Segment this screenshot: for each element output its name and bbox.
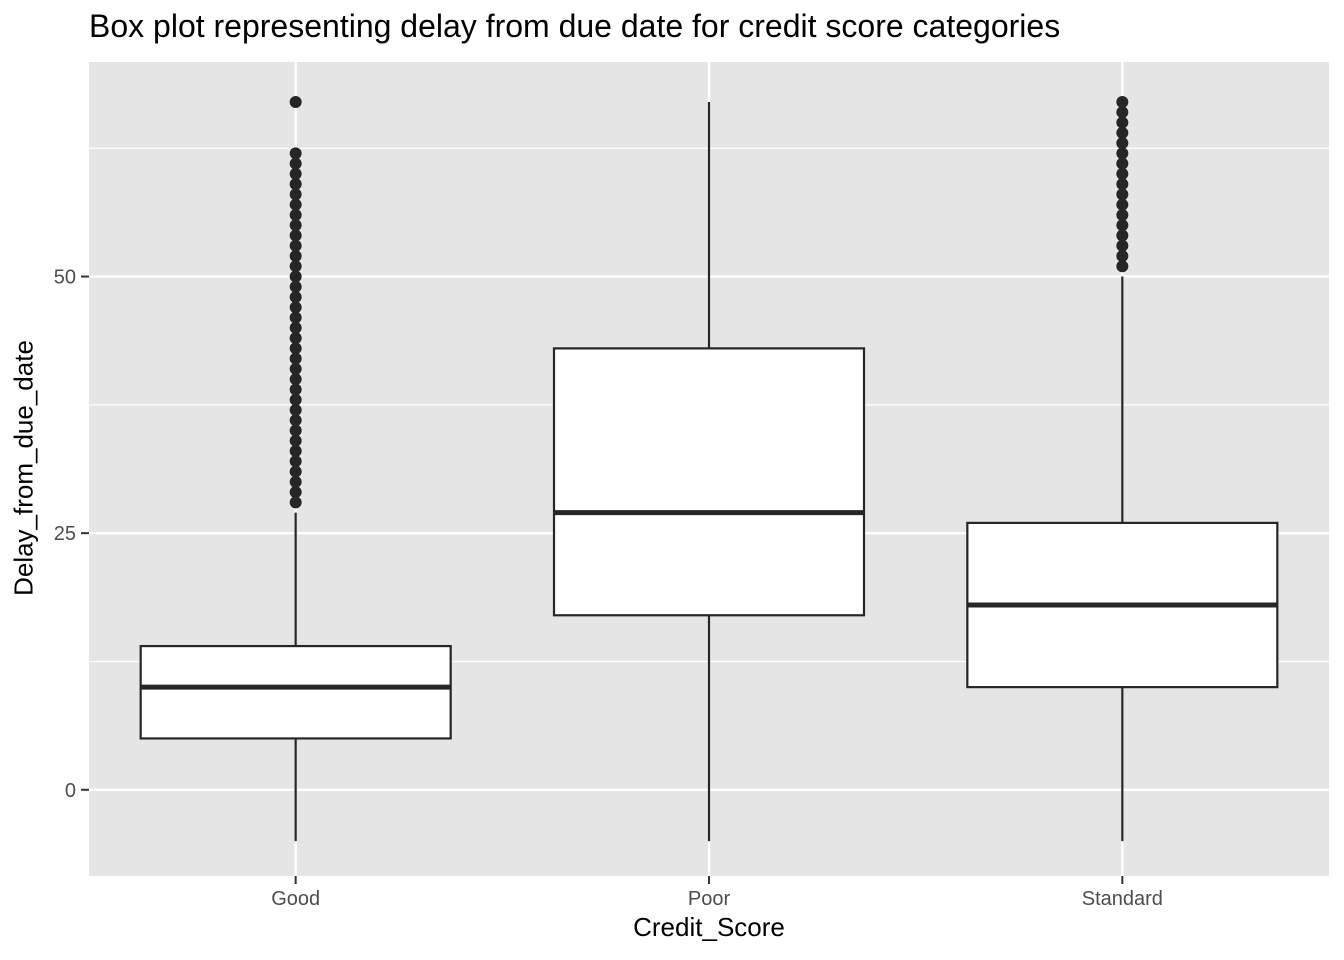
outlier-point-standard bbox=[1116, 96, 1129, 109]
outlier-point-standard bbox=[1116, 208, 1129, 221]
outlier-point-good bbox=[289, 455, 302, 468]
outlier-point-good bbox=[289, 301, 302, 314]
y-axis-label: Delay_from_due_date bbox=[8, 340, 39, 596]
x-tick-label: Standard bbox=[1082, 888, 1163, 910]
outlier-point-good bbox=[289, 475, 302, 488]
outlier-point-good bbox=[289, 414, 302, 427]
outlier-point-standard bbox=[1116, 106, 1129, 119]
outlier-point-standard bbox=[1116, 188, 1129, 201]
outlier-point-standard bbox=[1116, 198, 1129, 211]
outlier-point-standard bbox=[1116, 178, 1129, 191]
outlier-point-good bbox=[289, 147, 302, 160]
outlier-point-good bbox=[289, 321, 302, 334]
outlier-point-good bbox=[289, 373, 302, 386]
outlier-point-good bbox=[289, 496, 302, 509]
outlier-point-standard bbox=[1116, 229, 1129, 242]
outlier-point-good bbox=[289, 260, 302, 273]
outlier-point-standard bbox=[1116, 239, 1129, 252]
outlier-point-good bbox=[289, 208, 302, 221]
outlier-point-good bbox=[289, 342, 302, 355]
outlier-point-standard bbox=[1116, 219, 1129, 232]
outlier-point-good bbox=[289, 362, 302, 375]
outlier-point-good bbox=[289, 383, 302, 396]
outlier-point-good bbox=[289, 198, 302, 211]
chart-title: Box plot representing delay from due dat… bbox=[89, 8, 1061, 44]
outlier-point-good bbox=[289, 393, 302, 406]
outlier-point-standard bbox=[1116, 116, 1129, 129]
y-tick-label: 0 bbox=[65, 780, 76, 802]
outlier-point-good bbox=[289, 434, 302, 447]
outlier-point-good bbox=[289, 291, 302, 304]
outlier-point-standard bbox=[1116, 167, 1129, 180]
outlier-point-good bbox=[289, 250, 302, 263]
outlier-point-good bbox=[289, 96, 302, 109]
box-poor bbox=[552, 347, 866, 617]
y-tick-label: 50 bbox=[54, 267, 76, 289]
outlier-point-standard bbox=[1116, 147, 1129, 160]
outlier-point-good bbox=[289, 352, 302, 365]
outlier-point-good bbox=[289, 424, 302, 437]
outlier-point-standard bbox=[1116, 250, 1129, 263]
outlier-point-good bbox=[289, 332, 302, 345]
x-axis-label: Credit_Score bbox=[633, 912, 785, 942]
outlier-point-good bbox=[289, 270, 302, 283]
outlier-point-standard bbox=[1116, 137, 1129, 150]
outlier-point-standard bbox=[1116, 260, 1129, 273]
outlier-point-good bbox=[289, 465, 302, 478]
outlier-point-good bbox=[289, 311, 302, 324]
x-tick-label: Good bbox=[271, 888, 320, 910]
outlier-point-good bbox=[289, 239, 302, 252]
outlier-point-good bbox=[289, 403, 302, 416]
outlier-point-good bbox=[289, 229, 302, 242]
outlier-point-good bbox=[289, 188, 302, 201]
outlier-point-good bbox=[289, 219, 302, 232]
outlier-point-good bbox=[289, 157, 302, 170]
outlier-point-good bbox=[289, 280, 302, 293]
y-tick-label: 25 bbox=[54, 523, 76, 545]
outlier-point-good bbox=[289, 178, 302, 191]
outlier-point-good bbox=[289, 167, 302, 180]
box-good bbox=[139, 644, 452, 740]
outlier-point-good bbox=[289, 445, 302, 458]
outlier-point-standard bbox=[1116, 157, 1129, 170]
x-tick-label: Poor bbox=[688, 888, 731, 910]
outlier-point-standard bbox=[1116, 126, 1129, 139]
outlier-point-good bbox=[289, 486, 302, 499]
